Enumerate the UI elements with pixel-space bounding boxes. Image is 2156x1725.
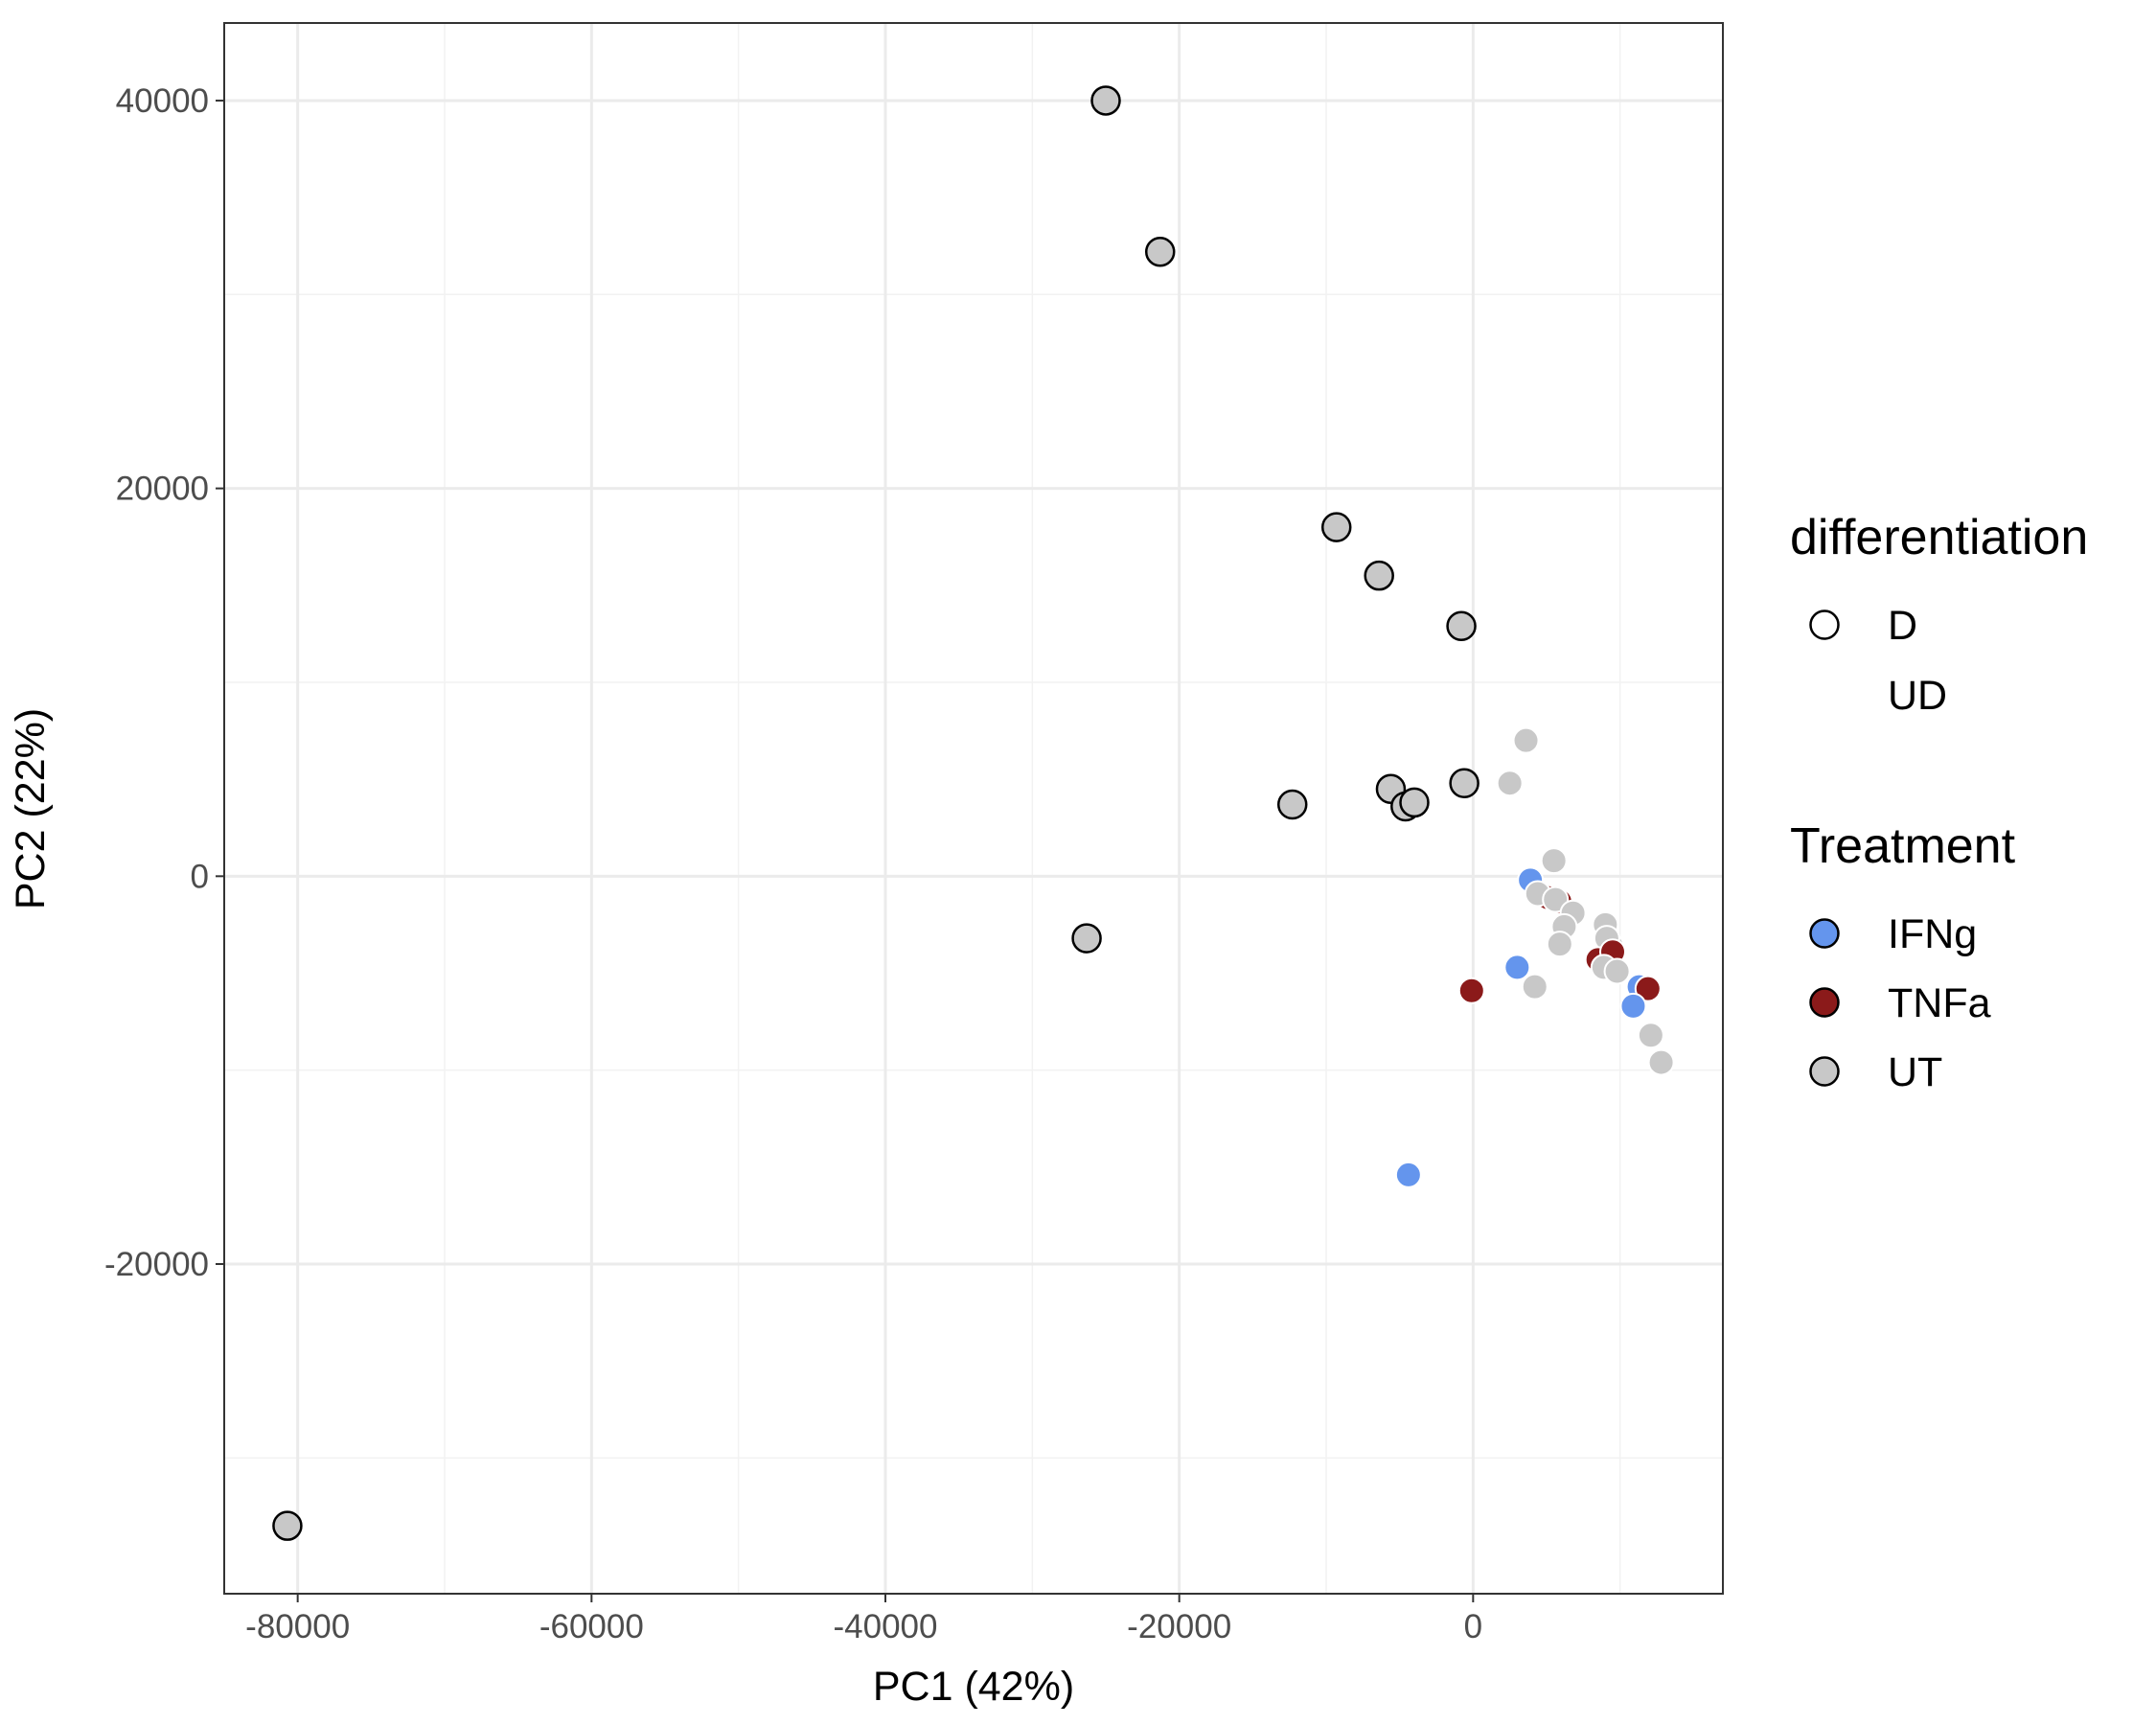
legend-label-ud: UD	[1888, 673, 1947, 719]
y-axis-title: PC2 (22%)	[8, 708, 54, 909]
plot-panel-border	[223, 22, 1724, 1595]
x-tick-label: -60000	[539, 1608, 644, 1645]
data-point-ut-d	[1071, 923, 1102, 954]
data-point-ut-ud	[1603, 957, 1631, 985]
legend-key-tnfa	[1809, 987, 1840, 1018]
data-point-ut-d	[1449, 768, 1479, 798]
data-point-ut-d	[1364, 560, 1394, 591]
legend-label-ut: UT	[1888, 1049, 1942, 1095]
data-point-tnfa-ud	[1634, 975, 1662, 1002]
legend-label-tnfa: TNFa	[1888, 980, 1991, 1026]
legend-title-treatment: Treatment	[1790, 818, 2016, 874]
data-point-ut-ud	[1521, 973, 1548, 1000]
y-tick-label: 20000	[116, 471, 209, 508]
y-tick-label: -20000	[104, 1246, 209, 1283]
data-point-ut-ud	[1540, 847, 1568, 875]
data-point-ut-d	[1446, 610, 1477, 642]
x-tick-label: -20000	[1127, 1608, 1231, 1645]
data-point-ifng-ud	[1503, 954, 1531, 981]
major-gridlines	[224, 23, 1723, 1594]
legend-key-d	[1809, 610, 1840, 640]
data-point-ut-d	[272, 1510, 303, 1541]
data-point-ifng-ud	[1394, 1161, 1422, 1188]
plot-panel-background	[224, 23, 1723, 1594]
legend-key-ut	[1809, 1056, 1840, 1087]
x-tick-label: -40000	[834, 1608, 938, 1645]
x-tick-label: 0	[1464, 1608, 1482, 1645]
data-point-ifng-ud	[1619, 992, 1647, 1020]
legend-label-ifng: IFNg	[1888, 911, 1977, 957]
data-point-ut-ud	[1496, 770, 1524, 797]
legend-title-differentiation: differentiation	[1790, 510, 2088, 565]
data-point-ut-ud	[1647, 1048, 1675, 1076]
data-point-ut-ud	[1637, 1022, 1664, 1049]
y-tick-label: 0	[191, 858, 209, 895]
data-point-ut-d	[1320, 512, 1352, 542]
data-point-ut-d	[1144, 237, 1176, 267]
x-axis-ticks: -80000 -60000 -40000 -20000 0	[245, 1594, 1482, 1645]
data-point-ut-ud	[1542, 886, 1570, 913]
legend-label-d: D	[1888, 603, 1917, 649]
y-axis-ticks: -20000 0 20000 40000	[104, 82, 224, 1283]
legend-key-ifng	[1809, 918, 1840, 949]
legend: differentiation D UD Treatment IFNg TNFa UT	[1790, 510, 2088, 1095]
x-tick-label: -80000	[245, 1608, 350, 1645]
data-point-ut-ud	[1546, 931, 1573, 958]
data-points	[272, 85, 1675, 1541]
data-point-ut-d	[1276, 789, 1308, 820]
data-point-tnfa-ud	[1457, 977, 1485, 1004]
y-tick-label: 40000	[116, 82, 209, 120]
legend-key-ud	[1811, 681, 1838, 708]
x-axis-title: PC1 (42%)	[873, 1664, 1074, 1710]
data-point-ut-ud	[1512, 726, 1540, 754]
data-point-ut-d	[1399, 787, 1430, 818]
data-point-ut-d	[1090, 85, 1121, 116]
